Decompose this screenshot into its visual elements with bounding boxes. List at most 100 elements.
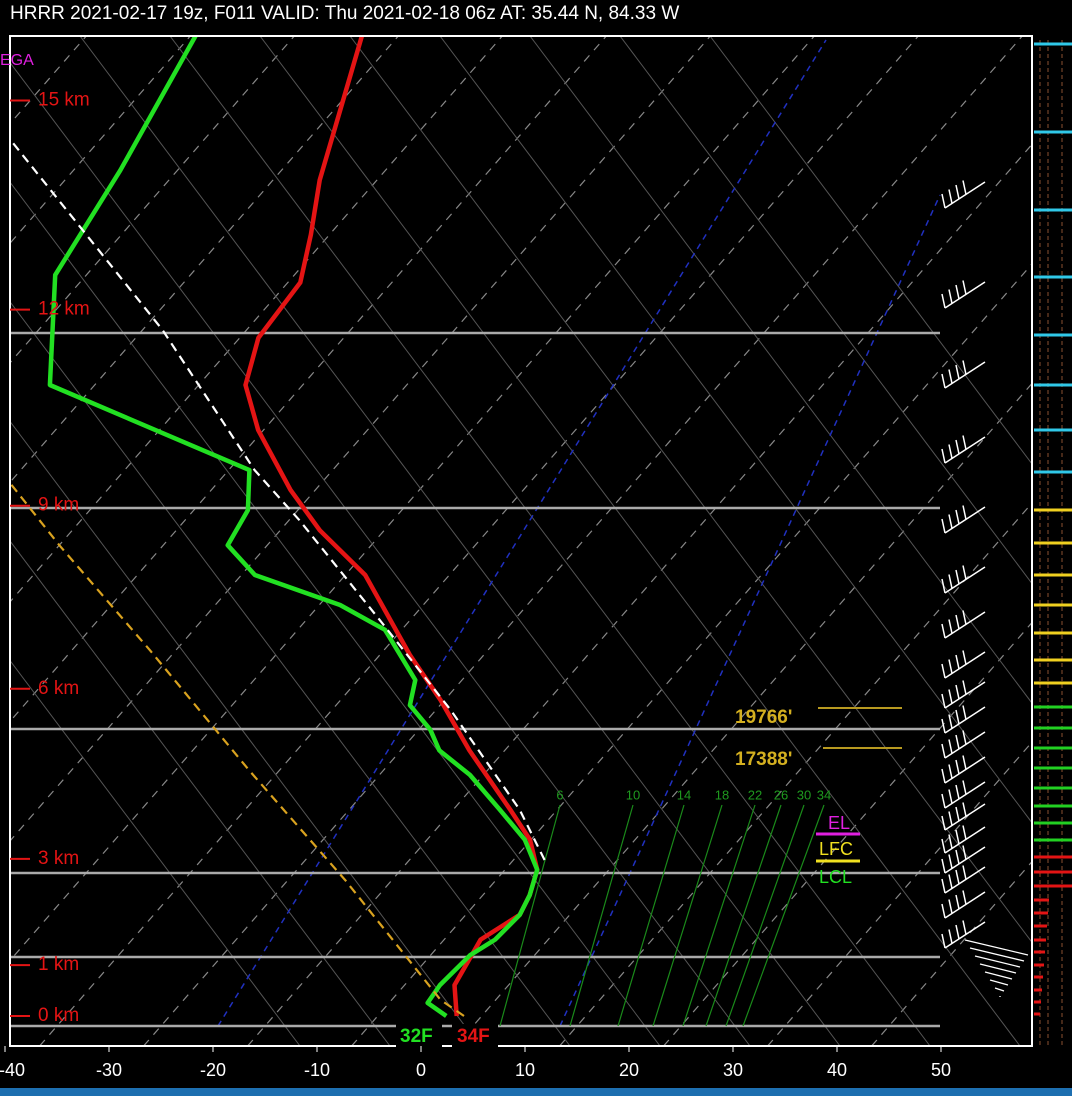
mixing-ratio-label: 10 [626, 787, 640, 802]
wind-barb [948, 929, 953, 944]
lfc-label: LFC [819, 839, 853, 859]
wind-barb [962, 730, 967, 745]
adiabat [10, 539, 391, 1046]
wind-barb [969, 947, 1025, 962]
wind-barb [984, 971, 1013, 980]
wind-barb [944, 731, 986, 759]
wind-barb [955, 439, 960, 455]
wind-barb [948, 619, 953, 634]
wind-barb [944, 181, 986, 209]
wind-barb [955, 869, 960, 885]
wind-barb [974, 955, 1021, 968]
y-tick-label: 15 km [38, 90, 90, 111]
wind-barb [962, 435, 967, 450]
wind-barb [941, 623, 946, 639]
adiabat [439, 36, 1032, 824]
x-tick-label: 40 [827, 1060, 847, 1080]
wind-barb [941, 815, 946, 831]
isotherm [10, 36, 711, 842]
y-tick-label: 9 km [38, 495, 79, 516]
wind-barb [962, 650, 967, 665]
x-tick-label: 10 [515, 1060, 535, 1080]
wind-barb [955, 759, 960, 775]
mixing-ratio-label: 22 [748, 787, 762, 802]
dashed-profile [10, 137, 546, 861]
wind-barb [962, 180, 967, 195]
temperature-label: 34F [457, 1026, 490, 1047]
wind-barb [955, 734, 960, 750]
adiabat [259, 36, 1021, 1046]
x-tick-label: 30 [723, 1060, 743, 1080]
mixing-ratio-label: 30 [797, 787, 811, 802]
wind-barb [962, 890, 967, 905]
lcl-label: LCL [819, 867, 852, 887]
wind-barb [944, 826, 986, 854]
wind-barb [948, 811, 953, 826]
profiles [10, 36, 546, 1018]
isotherm [10, 36, 607, 723]
wind-barb [944, 566, 986, 594]
chart-title: HRRR 2021-02-17 19z, F011 VALID: Thu 202… [10, 3, 679, 24]
wind-barb [944, 436, 986, 464]
isotherm [10, 36, 295, 364]
adiabat [349, 36, 1032, 944]
mixing-ratio-line [652, 804, 723, 1027]
wind-barb [944, 866, 986, 894]
mixing-ratio-line [682, 804, 756, 1027]
wind-barb [941, 293, 946, 309]
wind-barb [941, 903, 946, 919]
wind-barb [962, 705, 967, 720]
wind-barb [955, 806, 960, 822]
wind-barb [941, 193, 946, 209]
wind-barb [964, 939, 1029, 956]
adiabat [10, 420, 481, 1046]
mixing-ratio-label: 14 [677, 787, 691, 802]
wind-barb [955, 709, 960, 725]
wind-barb [941, 718, 946, 734]
wind-barb [955, 829, 960, 845]
wind-barb [955, 569, 960, 585]
y-tick-label: 6 km [38, 678, 79, 699]
x-tick-label: 50 [931, 1060, 951, 1080]
x-tick-label: -20 [200, 1060, 226, 1080]
wind-barb [955, 509, 960, 525]
wind-barb [944, 681, 986, 709]
mixing-ratio-line [617, 804, 685, 1027]
wind-barb [962, 565, 967, 580]
wind-barb [948, 659, 953, 674]
wind-barb [948, 899, 953, 914]
adiabat [529, 36, 1032, 704]
wind-barb [962, 360, 967, 375]
wind-barb [941, 518, 946, 534]
wind-barb [941, 693, 946, 709]
x-tick-label: -30 [96, 1060, 122, 1080]
isotherm [39, 36, 919, 1046]
wind-barb [948, 834, 953, 849]
wind-barb [962, 680, 967, 695]
mixing-ratio-line [705, 804, 782, 1027]
wind-barb [944, 756, 986, 784]
y-tick-label: 0 km [38, 1005, 79, 1026]
mixing-ratio-label: 18 [715, 787, 729, 802]
wind-barb [941, 663, 946, 679]
wind-barb [955, 184, 960, 200]
wind-barb [948, 874, 953, 889]
wind-barb [948, 789, 953, 804]
isotherm [10, 36, 815, 962]
wind-barb [944, 506, 986, 534]
wind-barb [948, 574, 953, 589]
height-label: 17388' [735, 749, 792, 770]
wind-barb [962, 505, 967, 520]
omega-label: EGA [0, 52, 34, 69]
wind-barb [944, 611, 986, 639]
adiabat [10, 659, 301, 1046]
bottom-bar [0, 1088, 1072, 1096]
dashed-profile [10, 481, 465, 1017]
wind-barb [955, 364, 960, 380]
height-label: 19766' [735, 707, 792, 728]
wind-barb [955, 284, 960, 300]
el-label: EL [828, 813, 850, 833]
wind-barb [941, 793, 946, 809]
